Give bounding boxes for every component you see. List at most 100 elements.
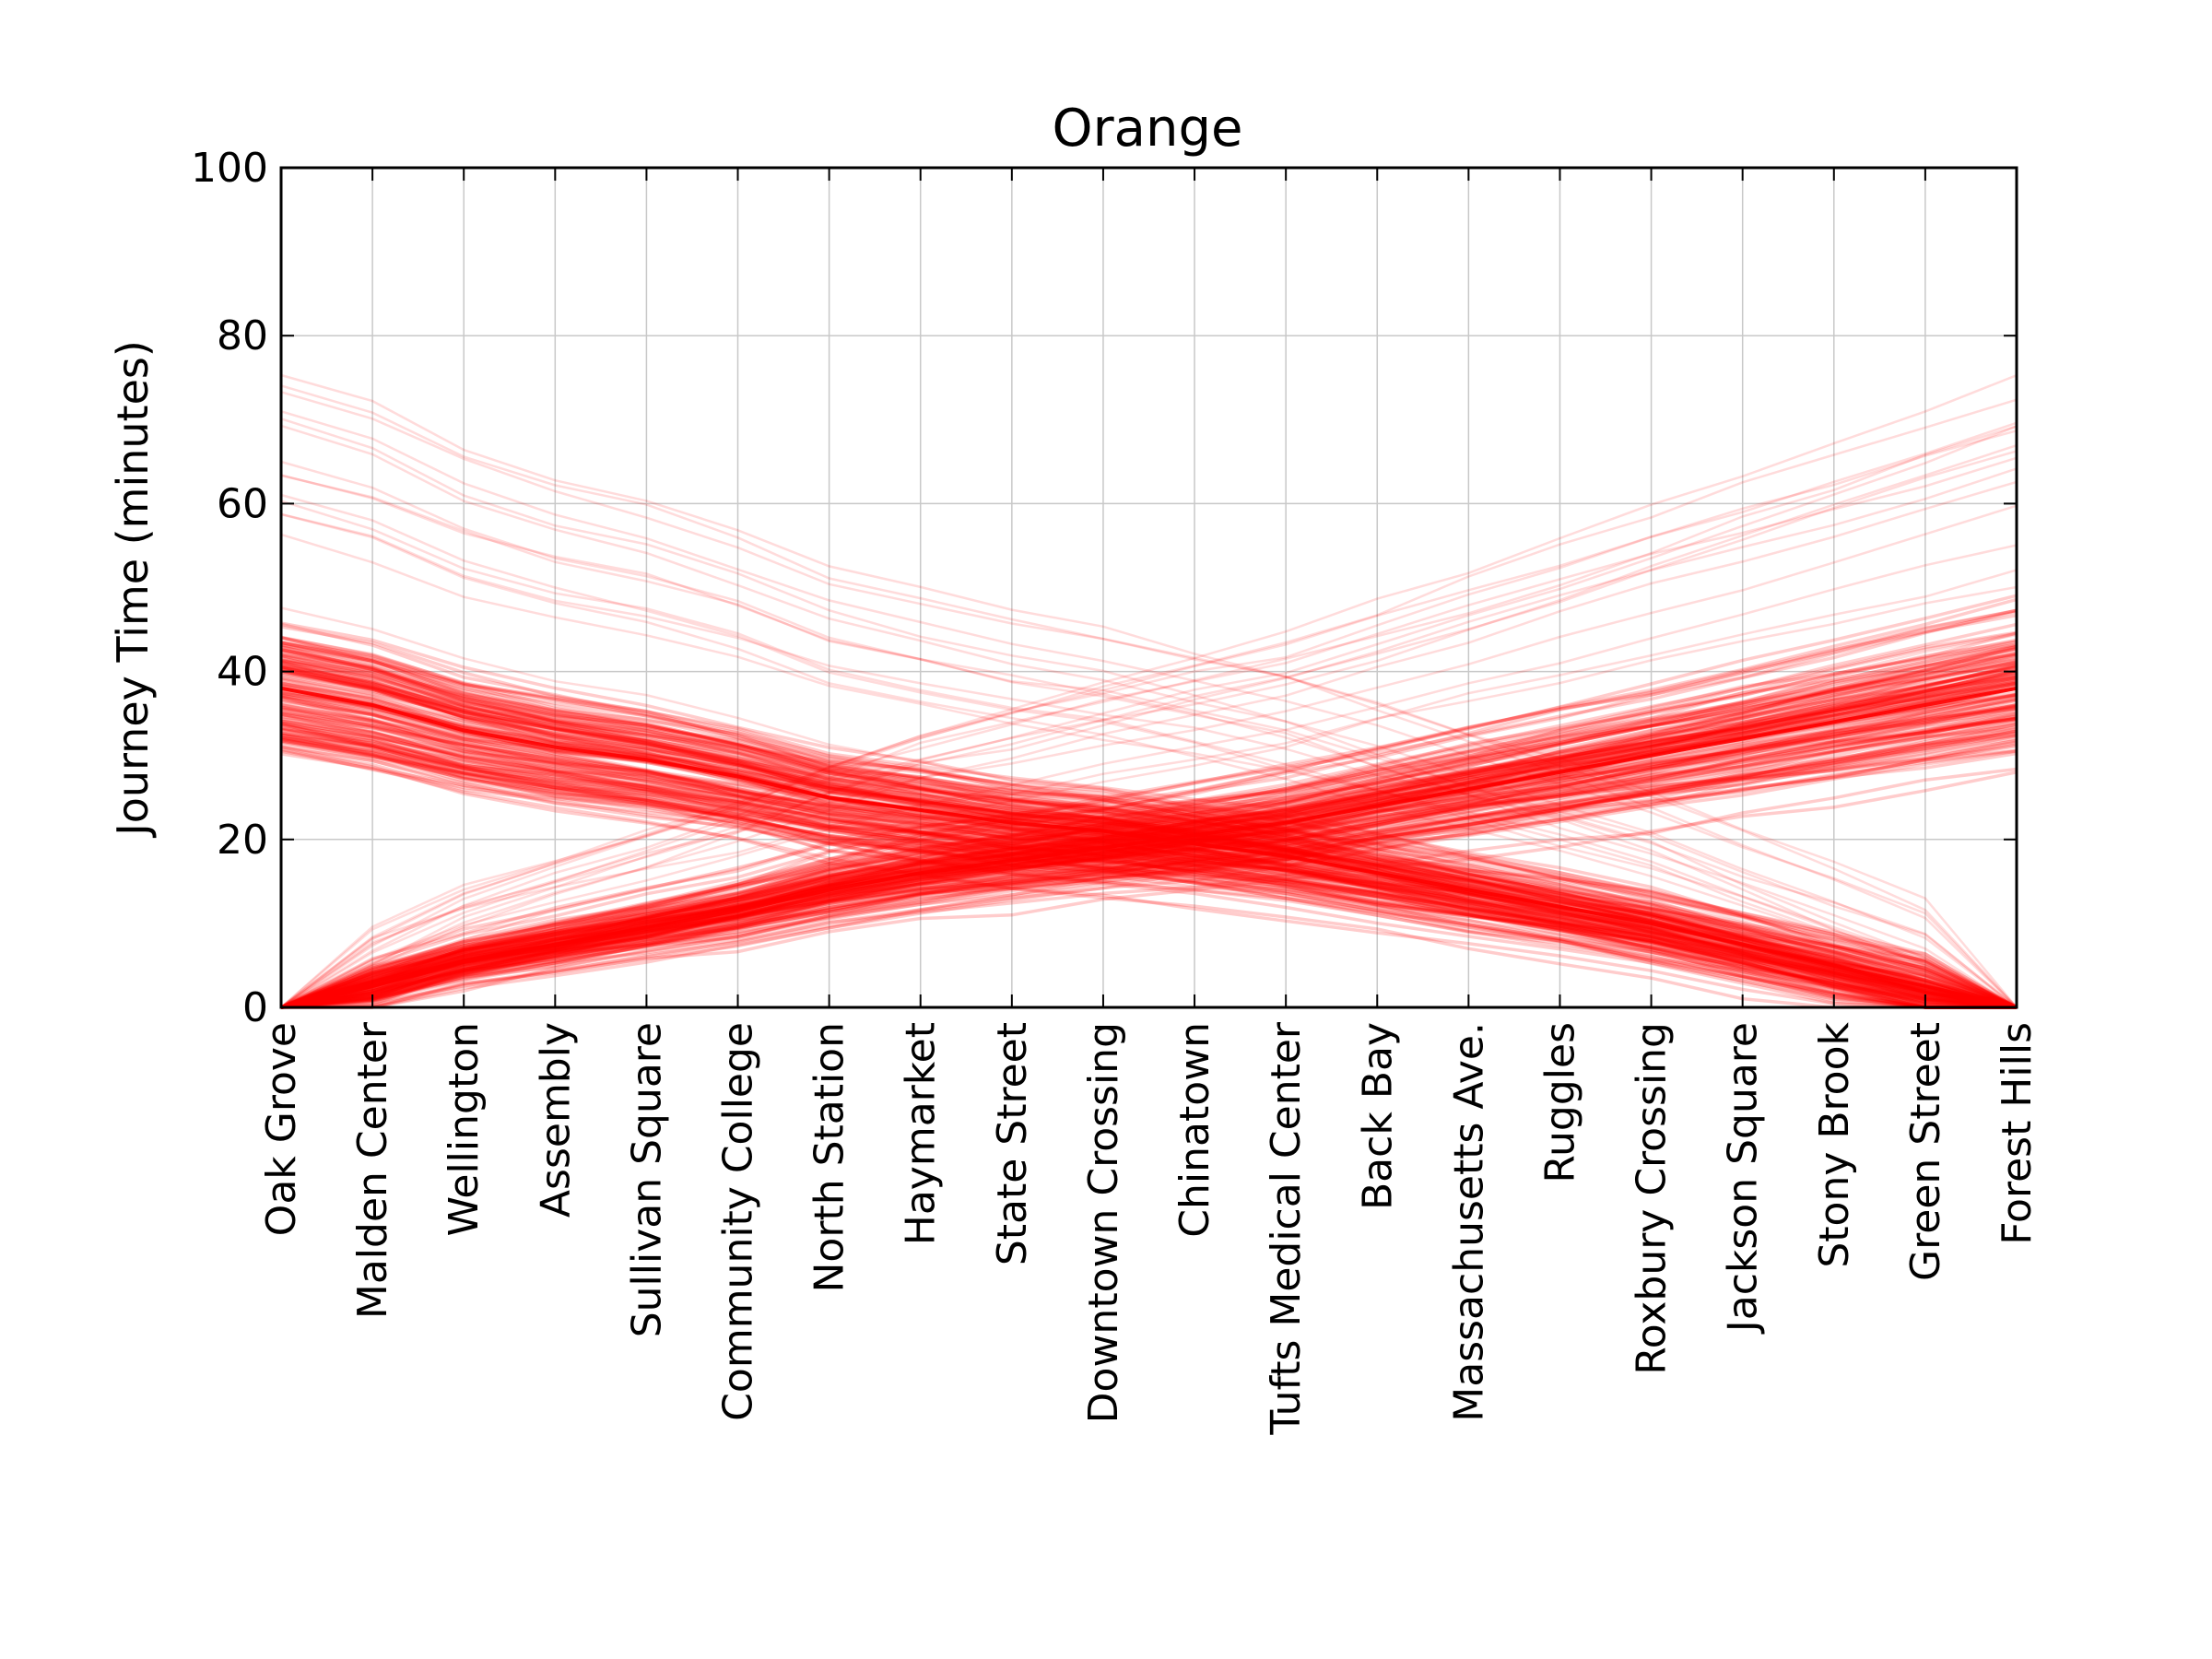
trip-line <box>280 653 2018 1009</box>
trip-line <box>280 736 2018 1009</box>
trip-line <box>281 706 2018 1009</box>
trip-line <box>280 653 2018 1009</box>
x-tick-label: Malden Center <box>349 1021 396 1319</box>
typical-trip-line <box>280 686 2018 1009</box>
x-tick-label: Stony Brook <box>1811 1021 1858 1267</box>
trip-line <box>280 722 2018 1009</box>
x-ticks: Oak Grove Malden Center Wellington Assembly… <box>258 168 2041 1436</box>
trip-line <box>280 645 2018 1009</box>
x-tick-label: Oak Grove <box>258 1022 305 1236</box>
trip-line <box>280 665 2018 1009</box>
trip-line <box>280 722 2018 1009</box>
trip-line <box>280 725 2018 1009</box>
trip-line <box>280 705 2018 1009</box>
trip-line <box>280 693 2018 1009</box>
y-tick-label: 100 <box>191 145 268 192</box>
trip-line <box>280 668 2018 1009</box>
trip-line <box>280 694 2018 1009</box>
trip-line <box>280 712 2018 1009</box>
trip-line <box>280 666 2017 1009</box>
trip-line <box>280 715 2018 1009</box>
trip-line <box>280 727 2018 1009</box>
trip-line <box>280 610 2018 1009</box>
trip-line <box>280 644 2018 1009</box>
trip-line <box>280 669 2018 1009</box>
x-tick-label: Ruggles <box>1537 1022 1584 1183</box>
trip-line <box>280 703 2018 1009</box>
trip-line <box>280 644 2018 1009</box>
trip-line <box>280 650 2018 1009</box>
trip-line <box>280 460 2018 1009</box>
trip-line <box>280 751 2018 1009</box>
trip-line <box>280 664 2018 1009</box>
trip-line <box>280 594 2018 1009</box>
trip-line <box>280 638 2018 1009</box>
trip-line <box>280 662 2018 1009</box>
trip-line <box>280 643 2018 1009</box>
trip-line <box>280 648 2018 1009</box>
trip-line <box>280 737 2018 1009</box>
trip-line <box>280 717 2018 1009</box>
trip-line <box>280 733 2018 1009</box>
trip-line <box>280 669 2018 1009</box>
trip-line <box>280 512 2018 1009</box>
trip-line <box>280 474 2018 1009</box>
plot-frame <box>279 166 2018 1009</box>
trip-line <box>280 691 2018 1009</box>
trip-line <box>280 706 2018 1009</box>
trip-line <box>280 661 2018 1009</box>
trip-line <box>280 688 2018 1009</box>
trip-line <box>280 652 2018 1009</box>
trip-line <box>280 734 2018 1009</box>
trip-line <box>280 736 2018 1009</box>
trip-line <box>280 597 2018 1009</box>
trip-line <box>280 703 2018 1009</box>
trip-line <box>280 752 2018 1009</box>
trip-line <box>280 712 2018 1009</box>
trip-line <box>280 714 2018 1009</box>
trip-line <box>280 735 2018 1009</box>
trip-line <box>280 676 2018 1009</box>
trip-line <box>280 636 2018 1009</box>
trip-line <box>280 647 2018 1009</box>
trip-line <box>280 717 2018 1009</box>
trip-line <box>280 716 2018 1009</box>
trip-line <box>280 613 2018 1009</box>
trip-line <box>280 730 2018 1009</box>
trip-line <box>280 707 2018 1009</box>
trip-line <box>280 713 2018 1009</box>
trip-line <box>280 734 2018 1009</box>
trip-line <box>280 648 2018 1009</box>
trip-line <box>280 644 2018 1009</box>
trip-line <box>280 719 2018 1009</box>
trip-line <box>280 722 2017 1009</box>
trip-line <box>280 474 2018 1008</box>
trip-line <box>281 733 2018 1009</box>
trip-line <box>280 668 2018 1009</box>
y-axis-label: Journey Time (minutes) <box>108 340 158 839</box>
trip-line <box>280 633 2018 1009</box>
trip-line <box>280 533 2018 1009</box>
trip-line <box>280 493 2018 1009</box>
trip-line <box>280 767 2018 1009</box>
trip-line <box>280 648 2018 1009</box>
trip-line <box>280 643 2018 1009</box>
trip-line <box>280 706 2018 1009</box>
trip-line <box>280 719 2018 1009</box>
trip-line <box>280 698 2018 1009</box>
trip-line <box>280 673 2018 1009</box>
trip-line <box>280 608 2018 1009</box>
trip-line <box>280 748 2017 1009</box>
x-tick-label: Tufts Medical Center <box>1263 1021 1310 1436</box>
trip-line <box>280 719 2018 1009</box>
trip-line <box>280 672 2018 1009</box>
trip-line <box>280 608 2018 1009</box>
trip-line <box>280 695 2018 1009</box>
trip-line <box>280 749 2018 1009</box>
trip-line <box>280 694 2017 1009</box>
x-tick-label: Wellington <box>441 1022 488 1237</box>
trip-line <box>280 642 2018 1009</box>
trip-line <box>280 641 2018 1009</box>
trip-line <box>280 691 2018 1009</box>
trip-line <box>280 504 2018 1009</box>
